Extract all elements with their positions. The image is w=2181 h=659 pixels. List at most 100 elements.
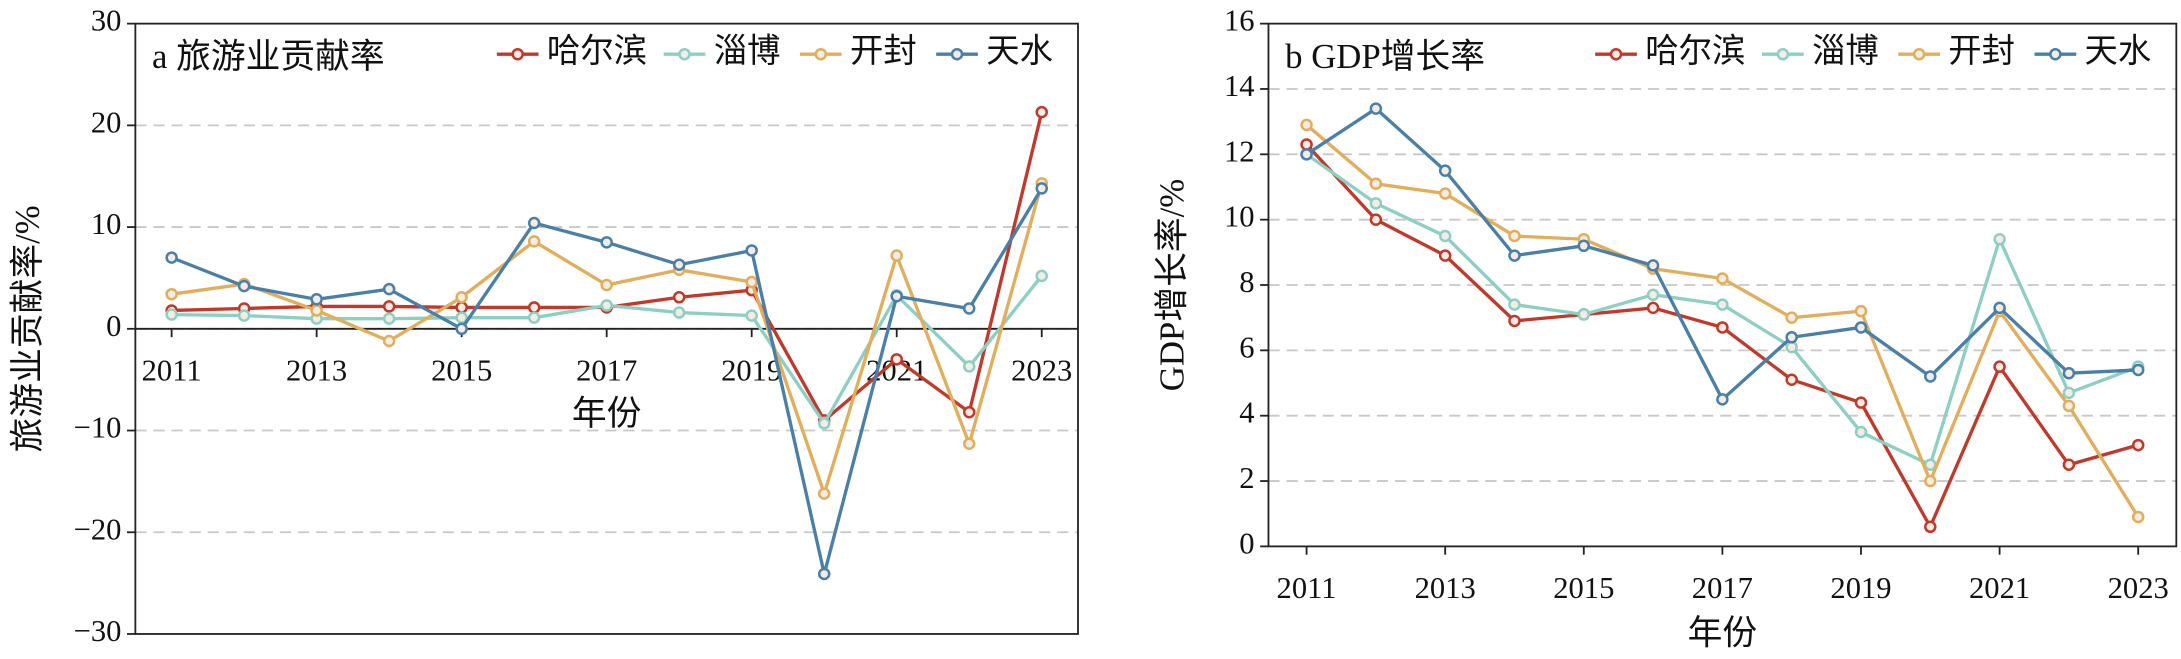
point bbox=[1924, 370, 1937, 383]
point bbox=[672, 258, 686, 271]
point bbox=[1300, 118, 1313, 132]
point bbox=[1785, 340, 1798, 354]
point bbox=[1716, 393, 1729, 406]
point bbox=[1369, 197, 1383, 210]
point bbox=[2131, 438, 2145, 452]
legend-label: 淄博 bbox=[1812, 33, 1879, 70]
x-tick-label: 2017 bbox=[1692, 571, 1753, 605]
point bbox=[527, 301, 541, 314]
point bbox=[2062, 366, 2076, 380]
y-tick-label: 20 bbox=[91, 105, 122, 139]
point bbox=[1369, 213, 1383, 226]
x-tick-label: 2013 bbox=[286, 353, 347, 387]
point bbox=[382, 334, 396, 348]
point bbox=[890, 289, 903, 303]
point bbox=[962, 360, 976, 373]
point bbox=[2131, 510, 2145, 524]
point bbox=[1508, 298, 1521, 311]
y-tick-label: 8 bbox=[1239, 265, 1254, 299]
x-tick-label: 2023 bbox=[1011, 353, 1072, 387]
point bbox=[237, 279, 251, 293]
chart-title: b GDP增长率 bbox=[1285, 37, 1485, 76]
y-tick-label: −30 bbox=[74, 614, 122, 648]
point bbox=[1035, 182, 1048, 195]
y-tick-label: 10 bbox=[1224, 200, 1255, 234]
point bbox=[745, 309, 758, 322]
point bbox=[527, 235, 541, 248]
chart: 0 2 4 6 8 10 12 14 16 2011 2013 2015 2017 2019 2021 202… bbox=[1152, 4, 2178, 653]
series-line bbox=[171, 182, 1044, 499]
point bbox=[1035, 105, 1048, 119]
point bbox=[817, 567, 831, 581]
point bbox=[1577, 239, 1591, 253]
point bbox=[1854, 321, 1868, 334]
point bbox=[962, 302, 976, 315]
legend-label: 开封 bbox=[850, 33, 917, 70]
x-axis-label: 年份 bbox=[1688, 614, 1758, 653]
point bbox=[1438, 164, 1452, 177]
point bbox=[745, 244, 758, 257]
point bbox=[1369, 102, 1383, 115]
y-tick-label: 14 bbox=[1224, 69, 1255, 103]
point bbox=[1854, 425, 1868, 439]
point bbox=[1508, 314, 1521, 328]
point bbox=[672, 291, 686, 304]
legend-marker bbox=[1912, 47, 1926, 61]
point bbox=[1993, 233, 2006, 246]
point bbox=[817, 417, 831, 430]
y-tick-label: 16 bbox=[1224, 4, 1255, 38]
point bbox=[1993, 301, 2006, 315]
x-tick-label: 2011 bbox=[1277, 571, 1337, 605]
point bbox=[745, 275, 758, 289]
point bbox=[455, 322, 468, 336]
point bbox=[817, 487, 831, 500]
point bbox=[455, 301, 468, 314]
x-tick-label: 2015 bbox=[431, 353, 492, 387]
point bbox=[237, 309, 251, 322]
x-tick-label: 2019 bbox=[721, 353, 782, 387]
point bbox=[1716, 298, 1729, 311]
x-tick-label: 2021 bbox=[1969, 571, 2030, 605]
legend-marker bbox=[511, 47, 524, 61]
point bbox=[1646, 301, 1660, 315]
legend-marker bbox=[814, 47, 828, 61]
point bbox=[455, 291, 468, 304]
point bbox=[1300, 138, 1313, 151]
x-tick-label: 2017 bbox=[576, 353, 637, 387]
point bbox=[2062, 386, 2076, 400]
point bbox=[1438, 249, 1452, 262]
legend-marker bbox=[2049, 47, 2062, 61]
point bbox=[2062, 458, 2076, 471]
point bbox=[165, 308, 178, 321]
point bbox=[1993, 360, 2006, 373]
y-axis-label: GDP增长率/% bbox=[1152, 179, 1191, 391]
point bbox=[1438, 229, 1452, 243]
point bbox=[2062, 399, 2076, 413]
y-tick-label: 12 bbox=[1224, 134, 1255, 168]
point bbox=[672, 306, 686, 319]
legend-marker bbox=[1609, 47, 1623, 61]
point bbox=[1300, 148, 1313, 161]
point bbox=[527, 311, 541, 324]
point bbox=[310, 304, 323, 317]
y-tick-label: 4 bbox=[1239, 396, 1254, 430]
y-tick-label: 0 bbox=[1239, 526, 1254, 560]
x-tick-label: 2023 bbox=[2108, 571, 2169, 605]
point bbox=[600, 236, 613, 249]
point bbox=[1785, 311, 1798, 324]
y-tick-label: 6 bbox=[1239, 330, 1254, 364]
y-tick-label: 0 bbox=[106, 309, 121, 343]
point bbox=[1716, 272, 1729, 285]
x-axis-label: 年份 bbox=[572, 394, 642, 433]
point bbox=[1577, 308, 1591, 321]
y-tick-label: −10 bbox=[74, 411, 122, 445]
point bbox=[1924, 474, 1937, 488]
point bbox=[1785, 373, 1798, 387]
point bbox=[382, 312, 396, 325]
x-tick-label: 2019 bbox=[1830, 571, 1891, 605]
legend-marker bbox=[950, 47, 964, 61]
point bbox=[527, 216, 541, 230]
point bbox=[1924, 520, 1937, 534]
chart-title: a 旅游业贡献率 bbox=[152, 37, 385, 76]
